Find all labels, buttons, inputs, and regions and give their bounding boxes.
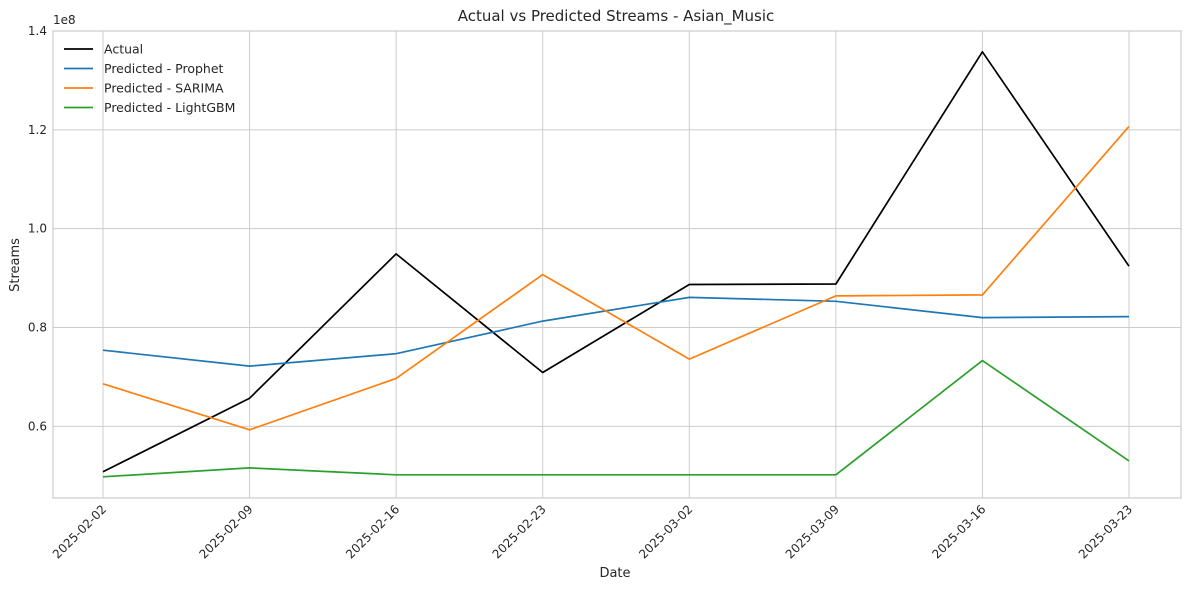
y-tick-label: 0.8: [28, 321, 47, 335]
legend-label: Predicted - SARIMA: [104, 81, 224, 96]
series-line-1: [102, 296, 1130, 367]
x-tick-label: 2025-03-09: [783, 502, 842, 561]
x-axis-ticks: 2025-02-02 2025-02-09 2025-02-16 2025-02-23…: [50, 502, 1135, 561]
x-tick-label: 2025-02-02: [50, 502, 109, 561]
y-tick-label: 1.0: [28, 222, 47, 236]
chart-title: Actual vs Predicted Streams - Asian_Musi…: [458, 7, 775, 26]
y-tick-label: 0.6: [28, 419, 47, 433]
x-tick-label: 2025-02-09: [196, 502, 255, 561]
series-line-3: [102, 359, 1130, 478]
y-axis-label: Streams: [8, 238, 23, 292]
series-line-2: [102, 125, 1130, 431]
legend: Actual Predicted - Prophet Predicted - SAR…: [64, 42, 235, 115]
y-offset-label: 1e8: [53, 13, 76, 27]
series-line-0: [102, 50, 1130, 473]
y-axis-ticks: 0.6 0.8 1.0 1.2 1.4: [28, 24, 47, 433]
x-tick-label: 2025-02-23: [490, 502, 549, 561]
x-tick-label: 2025-03-16: [929, 502, 988, 561]
legend-label: Predicted - Prophet: [104, 61, 224, 76]
y-tick-label: 1.4: [28, 24, 47, 38]
y-tick-label: 1.2: [28, 123, 47, 137]
plot-frame: [52, 30, 1182, 499]
x-axis-label: Date: [599, 566, 630, 581]
x-tick-label: 2025-03-02: [636, 502, 695, 561]
series-lines: [102, 50, 1130, 478]
legend-label: Actual: [104, 42, 143, 57]
x-tick-label: 2025-02-16: [343, 502, 402, 561]
x-tick-label: 2025-03-23: [1076, 502, 1135, 561]
legend-label: Predicted - LightGBM: [104, 100, 235, 115]
